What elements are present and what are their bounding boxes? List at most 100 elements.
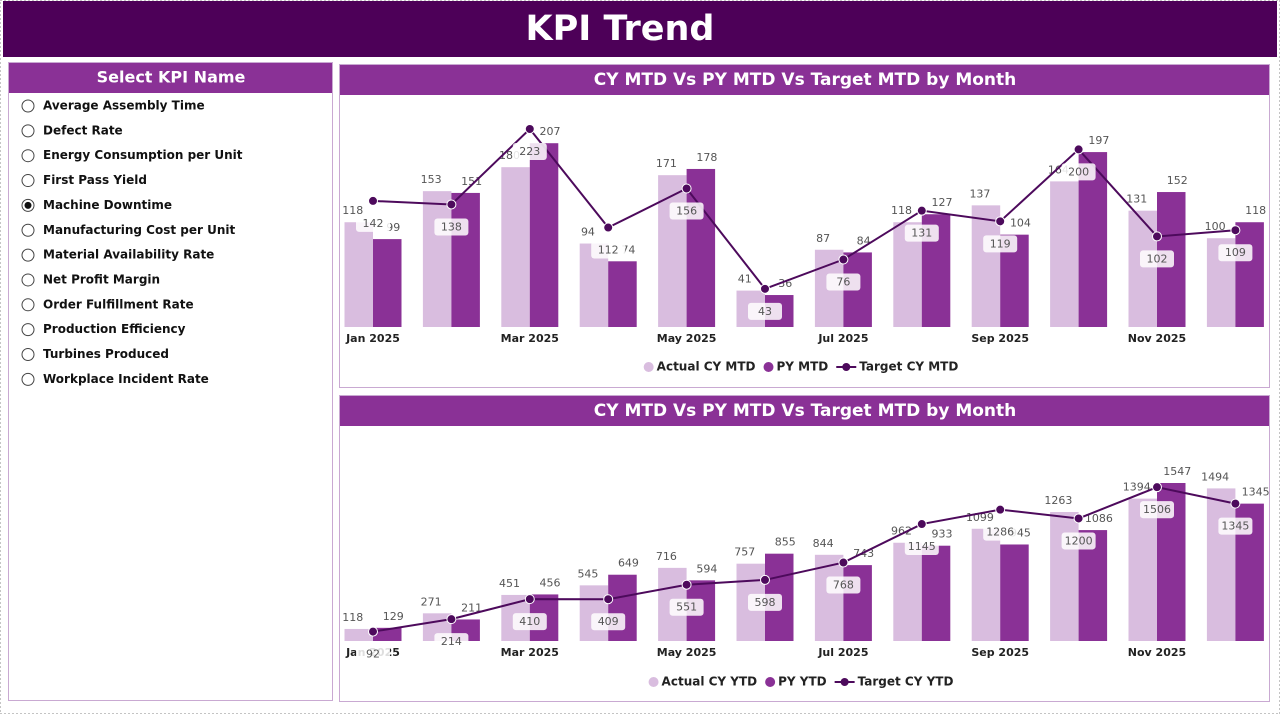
x-tick-label: Sep 2025: [971, 646, 1029, 659]
chart: CY MTD Vs PY MTD Vs Target MTD by Month J…: [339, 395, 1270, 702]
line-point: [760, 574, 770, 585]
bar: [971, 205, 1001, 327]
radio[interactable]: [21, 248, 35, 262]
radio[interactable]: [21, 348, 35, 361]
value-label-box: [669, 598, 704, 616]
slicer-item[interactable]: Net Profit Margin: [21, 272, 160, 287]
value-label-box: [826, 576, 861, 594]
chart-title-bar: [340, 396, 1269, 426]
value-label: 84: [857, 234, 871, 247]
bar: [1050, 181, 1079, 327]
bar: [344, 222, 373, 327]
radio-dot: [24, 201, 32, 209]
slicer-item[interactable]: Turbines Produced: [21, 347, 169, 361]
line-point: [446, 614, 457, 625]
line-point: [446, 199, 457, 210]
bar: [814, 554, 844, 641]
value-label: 1494: [1201, 470, 1229, 483]
legend-marker: [763, 362, 774, 372]
value-label: 1263: [1044, 494, 1072, 507]
slicer-item[interactable]: Material Availability Rate: [21, 248, 214, 262]
legend-label: PY YTD: [778, 675, 827, 689]
chart-panel: [339, 64, 1270, 388]
value-label: 410: [519, 615, 540, 628]
radio[interactable]: [21, 174, 35, 188]
value-label: 118: [342, 204, 363, 217]
bar: [658, 175, 687, 327]
value-label: 137: [969, 187, 990, 200]
value-label: 92: [366, 648, 380, 661]
value-label: 129: [383, 610, 404, 623]
radio[interactable]: [21, 99, 35, 113]
value-label-box: [512, 143, 547, 160]
value-label: 207: [540, 125, 561, 138]
line-point: [916, 205, 927, 216]
line-point: [760, 283, 770, 294]
slicer-items: Average Assembly Time Defect Rate Energy C…: [21, 99, 243, 386]
x-tick-label: Mar 2025: [501, 332, 559, 345]
slicer-item-label: Workplace Incident Rate: [43, 372, 209, 386]
bar: [843, 565, 872, 641]
legend-item[interactable]: Actual CY MTD: [643, 360, 756, 374]
value-label: 844: [813, 537, 834, 550]
legend-item[interactable]: PY MTD: [763, 360, 829, 374]
radio[interactable]: [21, 298, 35, 312]
slicer-item[interactable]: Average Assembly Time: [21, 99, 205, 113]
slicer-item[interactable]: Defect Rate: [21, 123, 123, 138]
slicer-item-label: Turbines Produced: [43, 347, 169, 361]
slicer-item-label: Defect Rate: [43, 123, 123, 137]
legend: Actual CY YTD PY YTD Target CY YTD: [648, 675, 954, 689]
radio[interactable]: [21, 372, 35, 386]
legend-item[interactable]: PY YTD: [765, 675, 827, 689]
slicer-item[interactable]: First Pass Yield: [21, 173, 147, 188]
radio[interactable]: [21, 124, 35, 138]
value-label: 757: [734, 546, 755, 559]
x-tick-label: Jan 2025: [345, 332, 400, 345]
value-label: 214: [441, 635, 462, 648]
line-point: [1152, 482, 1162, 493]
slicer-item-label: Net Profit Margin: [43, 272, 160, 286]
radio[interactable]: [21, 273, 35, 287]
value-label: 1547: [1163, 465, 1191, 478]
radio[interactable]: [21, 223, 35, 237]
legend-item[interactable]: Target CY YTD: [834, 675, 954, 689]
bar: [1128, 210, 1157, 327]
line-point: [838, 254, 849, 265]
x-tick-label: Nov 2025: [1128, 332, 1186, 345]
radio[interactable]: [21, 149, 35, 163]
slicer-item[interactable]: Production Efficiency: [21, 322, 186, 337]
slicer-item[interactable]: Machine Downtime: [21, 198, 172, 212]
slicer-item[interactable]: Workplace Incident Rate: [21, 372, 209, 386]
chart-panel: [339, 395, 1270, 702]
slicer-item-label: Manufacturing Cost per Unit: [43, 223, 236, 237]
value-label-box: [356, 214, 390, 232]
value-label: 112: [598, 244, 619, 257]
slicer-item-label: Average Assembly Time: [43, 99, 205, 113]
value-label: 768: [833, 579, 854, 592]
value-label: 598: [755, 596, 776, 609]
line-point: [1230, 498, 1241, 509]
chart-title: CY MTD Vs PY MTD Vs Target MTD by Month: [594, 401, 1017, 421]
bar: [1128, 498, 1157, 641]
slicer-panel: [8, 62, 333, 701]
value-label: 716: [656, 550, 677, 563]
legend-item[interactable]: Target CY MTD: [836, 360, 958, 374]
legend-marker: [643, 362, 654, 372]
value-label: 1145: [908, 540, 936, 553]
slicer-item[interactable]: Order Fulfillment Rate: [21, 297, 194, 312]
value-label: 933: [932, 528, 953, 541]
legend-item[interactable]: Actual CY YTD: [648, 675, 758, 689]
bar: [451, 192, 480, 327]
slicer-item[interactable]: Manufacturing Cost per Unit: [21, 223, 236, 237]
value-label-box: [904, 538, 939, 556]
value-label-box: [591, 241, 626, 259]
value-label: 131: [1126, 193, 1147, 206]
slicer-item[interactable]: Energy Consumption per Unit: [21, 148, 243, 163]
line-point: [1073, 144, 1084, 155]
chart-title-bar: [340, 65, 1269, 95]
value-label: 87: [816, 232, 830, 245]
value-label-box: [748, 593, 782, 611]
value-label-box: [1140, 501, 1174, 519]
value-label: 43: [758, 305, 772, 318]
radio[interactable]: [21, 323, 35, 337]
